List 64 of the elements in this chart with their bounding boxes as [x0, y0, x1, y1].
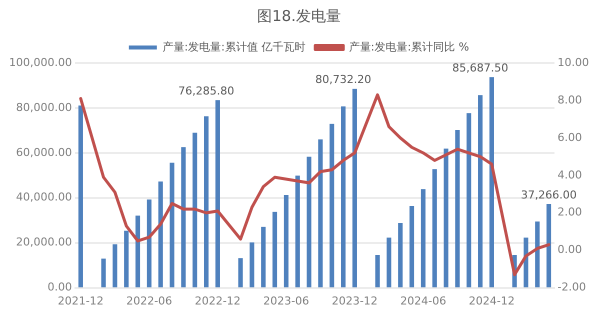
- bar: [124, 230, 129, 288]
- bar: [181, 147, 186, 288]
- bar: [192, 132, 198, 288]
- bar: [250, 242, 254, 288]
- y2-tick-label: 8.00: [558, 93, 582, 106]
- x-tick-label: 2023-12: [332, 294, 378, 308]
- data-label: 85,687.50: [452, 62, 508, 75]
- y2-tick-label: 2.00: [558, 206, 582, 219]
- bar: [524, 238, 528, 288]
- bar: [535, 221, 540, 288]
- bar: [78, 105, 83, 288]
- x-tick-label: 2022-12: [194, 294, 241, 308]
- bar: [352, 88, 357, 288]
- bar: [170, 162, 174, 288]
- y2-tick-label: 4.00: [558, 168, 582, 182]
- y-tick-label: 0.00: [47, 280, 72, 294]
- bar: [455, 130, 460, 288]
- bar: [135, 216, 140, 288]
- x-tick-label: 2024-12: [468, 294, 515, 308]
- bar: [410, 206, 414, 288]
- bar: [318, 139, 323, 288]
- bar: [375, 254, 380, 288]
- bar: [478, 95, 483, 288]
- bar: [398, 223, 403, 288]
- bar: [146, 199, 152, 288]
- bar: [112, 244, 118, 288]
- bar: [284, 194, 288, 288]
- y-tick-label: 80,000.00: [16, 100, 72, 114]
- data-label: 80,732.20: [315, 73, 372, 86]
- y-tick-label: 60,000.00: [16, 146, 72, 159]
- y-tick-label: 100,000.00: [8, 56, 72, 69]
- bar: [420, 189, 426, 288]
- bar: [546, 204, 552, 288]
- legend-label: 产量:发电量:累计值 亿千瓦时: [162, 40, 306, 54]
- bar: [261, 226, 266, 288]
- x-tick-label: 2021-12: [58, 294, 104, 308]
- bar: [489, 77, 494, 288]
- bar: [330, 124, 334, 288]
- bar: [215, 100, 220, 288]
- y2-tick-label: 0.00: [558, 243, 582, 256]
- x-tick-label: 2023-06: [263, 294, 310, 308]
- x-tick-label: 2022-06: [126, 294, 172, 308]
- bar: [295, 176, 300, 288]
- bar: [432, 169, 437, 288]
- y2-tick-label: 6.00: [558, 130, 582, 144]
- bar: [386, 238, 392, 288]
- y2-tick-label: 10.00: [558, 56, 590, 69]
- bar: [306, 156, 312, 288]
- bar: [444, 148, 448, 288]
- y-tick-label: 20,000.00: [16, 236, 72, 249]
- bar: [466, 113, 472, 288]
- legend-label: 产量:发电量:累计同比 %: [348, 40, 470, 54]
- bar: [272, 212, 278, 288]
- chart-title: 图18.发电量: [257, 6, 341, 25]
- bar: [204, 116, 209, 288]
- bar: [341, 106, 346, 288]
- y-tick-label: 40,000.00: [16, 190, 72, 204]
- bar: [158, 181, 163, 288]
- data-label: 37,266.00: [520, 188, 577, 202]
- bar: [101, 258, 106, 288]
- y2-tick-label: -2.00: [558, 280, 586, 294]
- bar: [238, 258, 243, 288]
- data-label: 76,285.80: [178, 84, 234, 98]
- x-tick-label: 2024-06: [400, 294, 446, 308]
